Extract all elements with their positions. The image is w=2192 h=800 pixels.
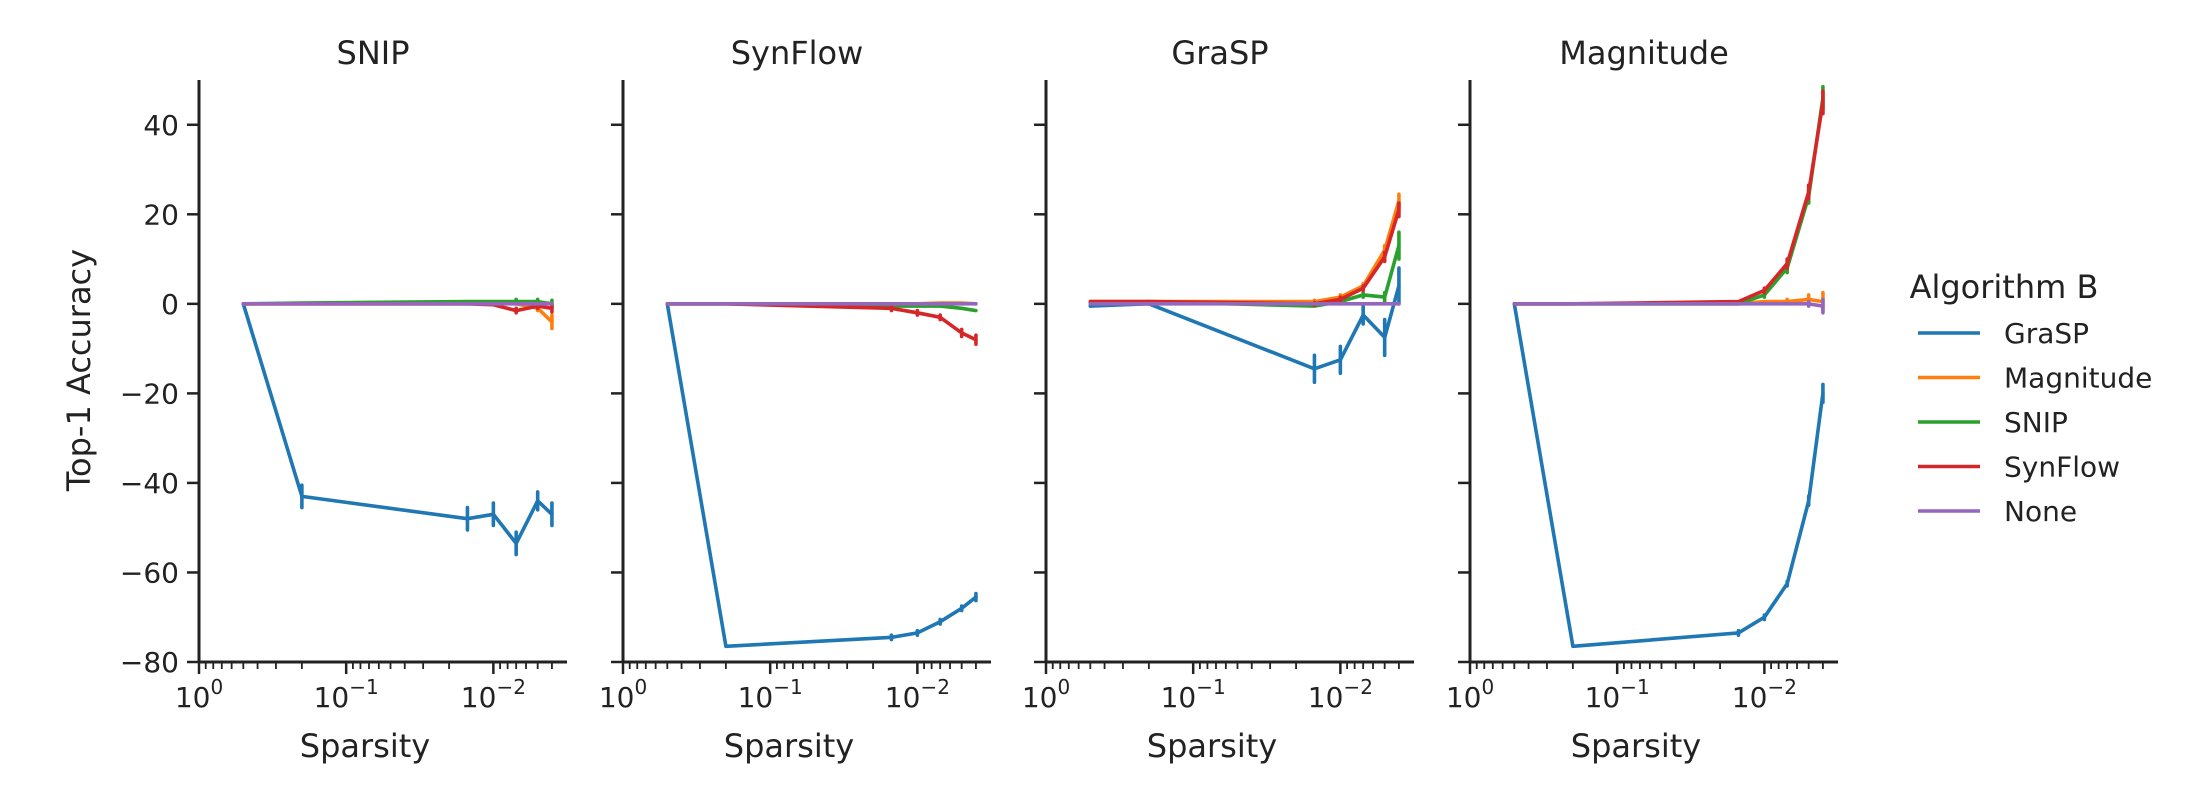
x-tick-label: 10−1 (1161, 675, 1226, 714)
legend-entry-snip: SNIP (1918, 406, 2068, 439)
y-tick-label: 20 (143, 198, 179, 231)
x-tick-label: 100 (175, 675, 223, 714)
panel-title: GraSP (1171, 34, 1268, 72)
x-tick-label: 100 (599, 675, 647, 714)
legend-label: GraSP (2004, 317, 2089, 350)
x-tick-label: 10−2 (1308, 675, 1373, 714)
series-line (1088, 243, 1401, 308)
y-tick-label: −80 (120, 646, 179, 679)
panel-magnitude: Magnitude 100 10−1 10−2 Sparsity (1446, 34, 1838, 765)
x-tick-label: 10−1 (314, 675, 379, 714)
legend-entries: GraSP Magnitude SNIP SynFlow None (1918, 317, 2152, 528)
x-tick-label: 100 (1446, 675, 1494, 714)
y-tick-label: −20 (120, 377, 179, 410)
legend-label: SNIP (2004, 406, 2068, 439)
panel-grasp: GraSP 100 10−1 10−2 Sparsity (1022, 34, 1414, 765)
series-line (665, 301, 978, 649)
legend: Algorithm B GraSP Magnitude SNIP SynFlow Non… (1910, 268, 2153, 528)
series-line (1088, 199, 1401, 304)
series-line (241, 301, 554, 324)
series-grasp (1088, 266, 1401, 384)
x-tick-label: 10−1 (1585, 675, 1650, 714)
x-tick-label: 10−2 (1732, 675, 1797, 714)
series-synflow (1088, 201, 1401, 307)
legend-entry-none: None (1918, 495, 2077, 528)
panel-title: SNIP (337, 34, 410, 72)
x-axis-label: Sparsity (1571, 727, 1701, 765)
panel-title: Magnitude (1559, 34, 1729, 72)
x-tick-label: 10−2 (461, 675, 526, 714)
x-tick-label: 10−1 (738, 675, 803, 714)
y-tick-label: −60 (120, 556, 179, 589)
series-grasp (241, 301, 554, 557)
series-snip (1512, 84, 1825, 306)
x-tick-label: 10−2 (885, 675, 950, 714)
legend-label: Magnitude (2004, 362, 2152, 395)
y-tick-label: −40 (120, 467, 179, 500)
x-axis-label: Sparsity (300, 727, 430, 765)
y-tick-label: 0 (161, 288, 179, 321)
x-axis-label: Sparsity (1147, 727, 1277, 765)
y-axis-label: Top-1 Accuracy (60, 249, 98, 492)
legend-entry-synflow: SynFlow (1918, 451, 2120, 484)
series-synflow (1512, 89, 1825, 306)
chart-panels: SNIP −80 −60 −40 −20 0 20 40 100 10−1 10−2 Sparsity… (120, 34, 1838, 765)
panel-synflow: SynFlow 100 10−1 10−2 Sparsity (599, 34, 991, 765)
legend-entry-magnitude: Magnitude (1918, 362, 2152, 395)
series-line (665, 301, 978, 342)
series-line (1512, 100, 1825, 306)
legend-title: Algorithm B (1910, 268, 2099, 306)
y-tick-label: 40 (143, 109, 179, 142)
series-line (1512, 301, 1825, 649)
legend-entry-grasp: GraSP (1918, 317, 2089, 350)
legend-label: SynFlow (2004, 451, 2120, 484)
series-none (1512, 297, 1825, 315)
series-magnitude (1088, 192, 1401, 305)
series-grasp (1512, 301, 1825, 649)
series-line (241, 301, 554, 546)
x-tick-label: 100 (1022, 675, 1070, 714)
panel-snip: SNIP −80 −60 −40 −20 0 20 40 100 10−1 10−2 Sparsity (120, 34, 567, 765)
legend-label: None (2004, 495, 2077, 528)
x-axis-label: Sparsity (724, 727, 854, 765)
series-line (1512, 301, 1825, 308)
series-line (1512, 96, 1825, 306)
series-synflow (665, 301, 978, 346)
series-grasp (665, 301, 978, 649)
panel-title: SynFlow (731, 34, 864, 72)
